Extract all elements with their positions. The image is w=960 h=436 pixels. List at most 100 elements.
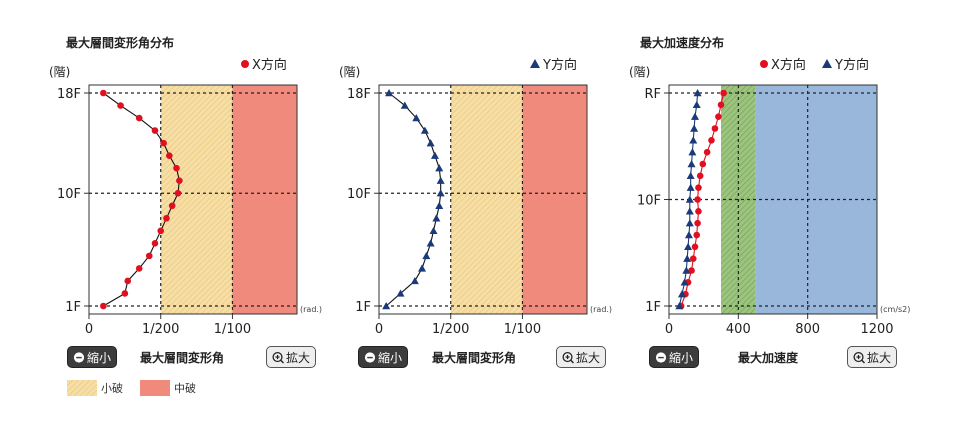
chart1-point-0-10 [174,189,182,197]
chart1-point-0-3 [124,277,132,285]
chart2-point-0-9 [435,201,444,209]
chart2-xtick-1: 1/200 [432,322,469,337]
chart3-ytick-10F: 10F [637,194,661,209]
chart1-zoom-out-button[interactable]: 縮小 [67,346,117,368]
chart3-zoom-out-button[interactable]: 縮小 [649,346,699,368]
legend-moderate: 中破 [140,380,196,396]
chart1-point-0-4 [135,265,143,272]
chart2-point-0-4 [418,264,427,272]
chart3-point-1-5 [683,254,692,262]
chart1-caption: 最大層間変形角 [140,351,225,365]
chart1-xtick-1: 1/200 [142,322,179,337]
chart1-y-unit: (階) [49,64,70,79]
chart3-zoom-in-button[interactable]: 拡大 [847,346,897,368]
chart3-y-unit: (階) [629,64,650,79]
chart3-point-1-7 [684,231,693,239]
chart1-point-0-7 [157,227,165,235]
chart2-point-0-18 [385,89,394,97]
legend-minor-label: 小破 [101,382,123,395]
chart2-zoom-in-button[interactable]: 拡大 [556,346,606,368]
chart1-zoom-in-button[interactable]: 拡大 [266,346,316,368]
chart1-point-0-6 [151,240,159,247]
chart1-point-0-5 [145,252,153,260]
chart3-ytick-1F: 1F [645,300,661,315]
chart3-point-0-8 [694,219,701,227]
chart3-point-0-19 [720,89,727,97]
chart3-point-0-6 [691,243,699,251]
chart1-point-0-17 [117,102,124,109]
chart3-caption: 最大加速度 [738,351,799,365]
chart3-point-1-6 [684,242,693,251]
chart2-point-0-12 [435,164,444,172]
chart2-point-0-7 [429,226,438,235]
chart3-point-1-1 [675,302,684,310]
chart1-xtick-2: 1/100 [214,322,251,337]
chart2-zoom-out-button[interactable]: 縮小 [358,346,408,368]
chart2-xtick-2: 1/100 [504,322,541,337]
chart1-point-0-18 [100,89,107,97]
chart2-point-0-2 [396,289,405,297]
legend-moderate-label: 中破 [174,382,196,395]
chart3-point-0-7 [693,231,701,239]
chart3-point-0-4 [688,267,695,274]
chart2-caption: 最大層間変形角 [432,351,517,365]
chart3-x-unit: (cm/s2) [880,305,910,314]
chart1-ytick-10F: 10F [57,187,81,202]
chart3-zoom-out-label: 縮小 [668,350,693,365]
chart1-point-0-11 [176,177,183,185]
chart3-xtick-2: 800 [795,322,820,337]
chart3-xtick-1: 400 [726,322,751,337]
chart2-point-0-6 [426,239,435,247]
chart1-legend-marker [241,60,249,68]
chart3-point-1-18 [692,100,701,109]
chart2-y-unit: (階) [339,64,360,79]
chart1-point-0-1 [100,302,107,310]
chart1-xtick-0: 0 [85,322,93,337]
chart3-point-1-2 [678,290,686,298]
chart1-point-0-9 [168,202,176,210]
chart3-title: 最大加速度分布 [640,35,724,50]
chart3-zoom-in-label: 拡大 [866,350,891,365]
chart2-point-0-11 [436,176,445,184]
chart3-point-1-11 [686,183,695,191]
chart3-point-1-13 [687,160,696,168]
chart3-point-1-17 [691,112,699,120]
chart2-zoom-out-label: 縮小 [377,350,402,365]
chart1-zoom-out-label: 縮小 [86,350,111,365]
chart2-point-0-5 [422,251,431,260]
chart1-point-0-8 [163,214,170,222]
chart3-point-0-13 [699,160,707,168]
chart2-zone-moderate [522,85,587,314]
chart1-point-0-2 [121,290,129,297]
moderate-swatch [140,380,170,396]
minor-swatch [67,380,97,396]
chart2-point-0-13 [430,151,439,159]
chart3-point-0-12 [696,172,704,180]
zoom-in-icon [272,351,284,364]
chart3-point-1-19 [693,89,702,97]
chart2-point-0-3 [410,276,419,285]
zoom-out-icon [364,351,376,363]
chart1-legend-label: X方向 [252,57,287,73]
chart1-axes-frame [88,84,298,315]
zoom-out-icon [655,351,667,363]
chart2-xtick-0: 0 [375,322,383,337]
chart3-point-1-12 [686,171,695,180]
chart3-point-0-15 [708,137,715,144]
chart1-zoom-in-label: 拡大 [285,350,310,365]
chart2-axes-frame [378,84,588,315]
chart3-point-0-18 [717,101,725,109]
chart3-ytick-RF: RF [644,87,661,102]
chart3-point-0-11 [695,184,702,191]
zoom-in-icon [562,351,574,364]
chart1-zone-minor [160,85,233,314]
chart1-title: 最大層間変形角分布 [66,35,174,50]
chart2-zoom-in-label: 拡大 [575,350,600,365]
chart1-zone-moderate [232,85,297,314]
chart2-ytick-10F: 10F [347,187,371,202]
chart3-point-1-16 [690,124,699,132]
chart3-point-0-10 [694,196,701,203]
chart3-point-1-3 [680,278,689,286]
chart2-ytick-18F: 18F [347,87,371,102]
